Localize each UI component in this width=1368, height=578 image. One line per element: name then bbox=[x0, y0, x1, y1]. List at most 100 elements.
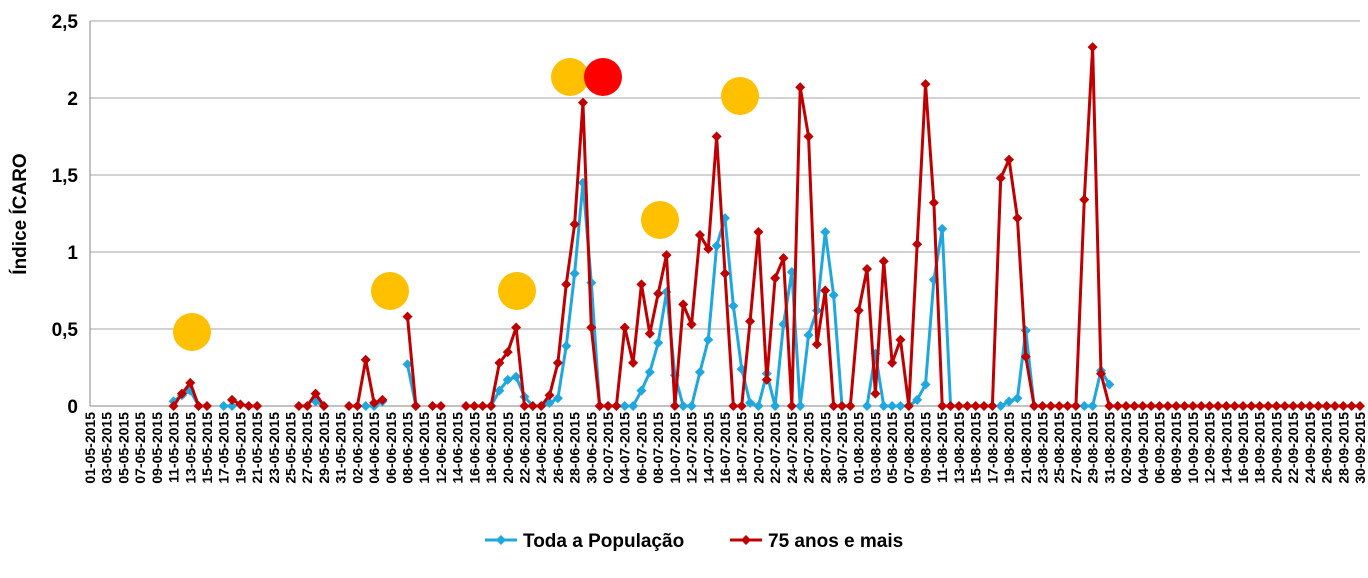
data-point bbox=[377, 394, 388, 405]
x-tick-label: 03-08-2015 bbox=[867, 412, 883, 484]
data-point bbox=[711, 131, 722, 142]
x-tick-label: 04-07-2015 bbox=[617, 412, 633, 484]
x-tick-label: 10-07-2015 bbox=[667, 412, 683, 484]
data-point bbox=[920, 79, 931, 90]
data-point bbox=[686, 319, 697, 330]
x-tick-label: 30-09-2015 bbox=[1352, 412, 1368, 484]
data-point bbox=[803, 131, 814, 142]
marker-circle bbox=[551, 58, 589, 96]
data-point bbox=[486, 401, 497, 411]
legend-marker bbox=[741, 535, 751, 545]
data-point bbox=[1087, 401, 1098, 411]
data-point bbox=[1355, 401, 1365, 411]
x-tick-label: 28-06-2015 bbox=[567, 412, 583, 484]
x-tick-label: 09-08-2015 bbox=[918, 412, 934, 484]
data-point bbox=[720, 268, 730, 279]
data-point bbox=[1095, 368, 1106, 379]
marker-circle bbox=[584, 58, 622, 96]
data-point bbox=[502, 374, 513, 385]
legend-marker bbox=[496, 535, 506, 545]
x-tick-label: 22-07-2015 bbox=[767, 412, 783, 484]
data-point bbox=[1229, 401, 1240, 411]
x-tick-label: 02-09-2015 bbox=[1118, 412, 1134, 484]
marker-circle bbox=[641, 201, 679, 239]
x-tick-label: 13-08-2015 bbox=[951, 412, 967, 484]
legend-label: Toda a População bbox=[523, 531, 684, 552]
x-tick-label: 22-09-2015 bbox=[1285, 412, 1301, 484]
y-tick-label: 2,5 bbox=[52, 12, 79, 33]
data-point bbox=[302, 401, 313, 411]
data-point bbox=[1062, 401, 1073, 411]
x-tick-label: 01-08-2015 bbox=[851, 412, 867, 484]
data-point bbox=[862, 401, 873, 411]
data-point bbox=[176, 388, 187, 399]
data-point bbox=[218, 401, 229, 411]
y-tick-label: 1 bbox=[67, 243, 78, 264]
data-point bbox=[569, 268, 580, 279]
data-point bbox=[494, 385, 505, 396]
x-tick-label: 08-07-2015 bbox=[650, 412, 666, 484]
data-point bbox=[561, 279, 572, 290]
data-point bbox=[519, 401, 530, 411]
data-point bbox=[962, 401, 973, 411]
x-tick-label: 11-08-2015 bbox=[934, 412, 950, 483]
x-tick-label: 14-07-2015 bbox=[700, 412, 716, 484]
x-tick-label: 21-05-2015 bbox=[249, 412, 265, 484]
data-point bbox=[1279, 401, 1290, 411]
x-tick-label: 29-08-2015 bbox=[1085, 412, 1101, 484]
data-point bbox=[352, 401, 363, 411]
x-tick-label: 06-09-2015 bbox=[1151, 412, 1167, 484]
data-point bbox=[1104, 379, 1115, 390]
data-point bbox=[653, 337, 664, 348]
x-tick-label: 18-09-2015 bbox=[1252, 412, 1268, 484]
x-tick-label: 24-07-2015 bbox=[784, 412, 800, 484]
x-tick-label: 30-07-2015 bbox=[834, 412, 850, 484]
x-tick-label: 14-09-2015 bbox=[1218, 412, 1234, 484]
x-tick-label: 20-09-2015 bbox=[1268, 412, 1284, 484]
x-tick-label: 03-05-2015 bbox=[99, 412, 115, 484]
data-point bbox=[970, 401, 981, 411]
data-point bbox=[770, 401, 781, 411]
data-point bbox=[995, 173, 1006, 184]
data-point bbox=[845, 401, 856, 411]
data-point bbox=[494, 357, 505, 368]
data-point bbox=[252, 401, 263, 411]
data-point bbox=[912, 239, 923, 250]
data-point bbox=[502, 347, 513, 358]
data-point bbox=[460, 401, 471, 411]
data-point bbox=[1271, 401, 1282, 411]
x-tick-label: 06-06-2015 bbox=[383, 412, 399, 484]
annotations bbox=[173, 58, 759, 351]
data-point bbox=[753, 226, 764, 237]
data-point bbox=[235, 399, 246, 410]
data-point bbox=[1313, 401, 1324, 411]
data-point bbox=[1321, 401, 1332, 411]
data-point bbox=[828, 401, 839, 411]
data-point bbox=[310, 388, 321, 399]
data-point bbox=[227, 401, 238, 411]
x-tick-label: 25-05-2015 bbox=[283, 412, 299, 484]
data-point bbox=[987, 401, 998, 411]
x-tick-label: 06-07-2015 bbox=[633, 412, 649, 484]
data-point bbox=[577, 97, 588, 108]
data-point bbox=[402, 359, 413, 370]
x-tick-label: 28-07-2015 bbox=[817, 412, 833, 484]
x-tick-label: 21-08-2015 bbox=[1018, 412, 1034, 484]
data-point bbox=[427, 401, 438, 411]
x-tick-label: 24-09-2015 bbox=[1302, 412, 1318, 484]
data-point bbox=[185, 377, 196, 388]
data-point bbox=[653, 288, 664, 299]
x-tick-label: 23-05-2015 bbox=[266, 412, 282, 484]
data-point bbox=[1212, 401, 1223, 411]
data-point bbox=[1087, 42, 1098, 53]
data-point bbox=[586, 277, 597, 288]
data-point bbox=[761, 374, 772, 385]
data-point bbox=[786, 401, 797, 411]
x-tick-label: 10-09-2015 bbox=[1185, 412, 1201, 484]
data-point bbox=[644, 367, 655, 378]
data-point bbox=[1070, 401, 1081, 411]
data-point bbox=[669, 401, 680, 411]
x-tick-label: 02-06-2015 bbox=[349, 412, 365, 484]
x-tick-label: 16-07-2015 bbox=[717, 412, 733, 484]
x-tick-label: 28-09-2015 bbox=[1335, 412, 1351, 484]
